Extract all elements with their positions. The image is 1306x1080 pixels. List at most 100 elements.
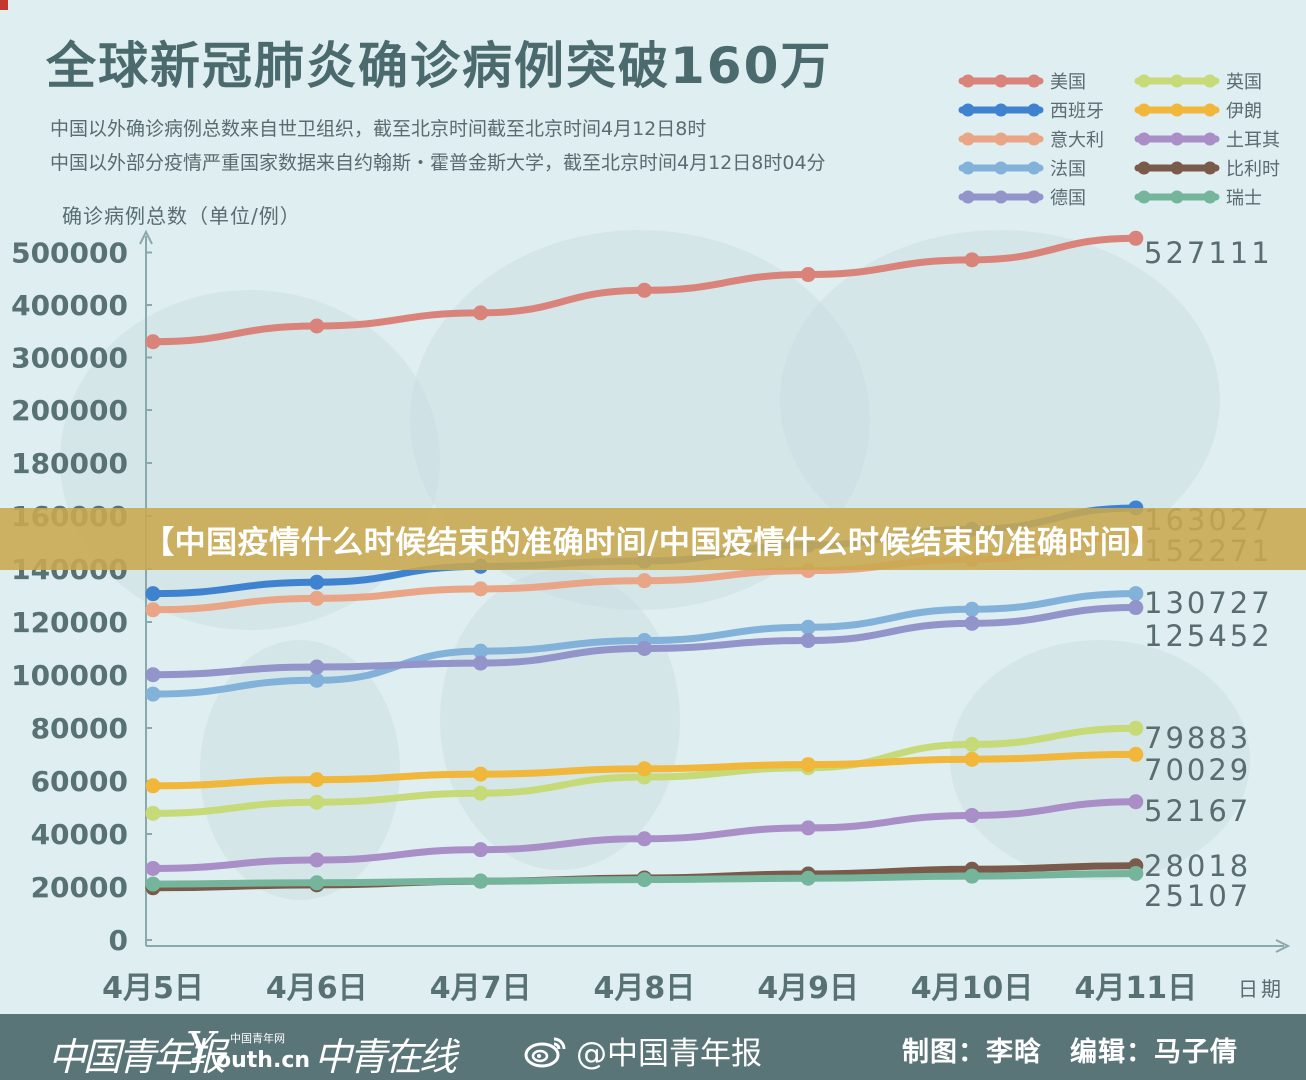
data-point [964, 736, 980, 752]
legend-label: 伊朗 [1226, 101, 1262, 122]
weibo-icon [524, 1037, 566, 1067]
legend-swatch [1134, 103, 1220, 117]
x-axis-arrow [1275, 939, 1291, 953]
data-point [1128, 794, 1144, 810]
y-tick-label: 40000 [31, 818, 128, 851]
legend-dot [1203, 103, 1217, 117]
data-point [309, 772, 325, 788]
legend-dot [994, 190, 1008, 204]
legend-dot [961, 74, 975, 88]
data-point [800, 267, 816, 283]
series-9 [145, 865, 1144, 892]
legend-dot [961, 132, 975, 146]
data-point [309, 794, 325, 810]
data-point [1128, 720, 1144, 736]
data-point [964, 807, 980, 823]
legend-swatch [958, 161, 1044, 175]
legend-dot [1203, 190, 1217, 204]
end-value-label: 28018 [1144, 849, 1251, 883]
data-point [473, 581, 489, 597]
x-tick-label: 4月8日 [594, 971, 696, 1006]
data-point [473, 655, 489, 671]
legend-dot [1137, 161, 1151, 175]
legend-item: 美国 [958, 68, 1086, 94]
data-point [800, 619, 816, 635]
legend-label: 西班牙 [1050, 101, 1104, 122]
overlay-banner: 【中国疫情什么时候结束的准确时间/中国疫情什么时候结束的准确时间】 [0, 508, 1306, 570]
source-note-who: 中国以外确诊病例总数来自世卫组织，截至北京时间截至北京时间4月12日8时 [50, 118, 707, 140]
legend-dot [1027, 190, 1041, 204]
weibo-handle: @中国青年报 [576, 1036, 762, 1072]
series-0 [145, 230, 1144, 350]
series-7 [145, 794, 1144, 876]
data-point [309, 672, 325, 688]
map-landmass-5 [200, 640, 400, 900]
legend-swatch [958, 103, 1044, 117]
data-point [1128, 865, 1144, 881]
legend-dot [994, 161, 1008, 175]
x-tick-label: 4月5日 [102, 971, 204, 1006]
legend-item: 意大利 [958, 126, 1104, 152]
legend-dot [1203, 74, 1217, 88]
legend-dot [961, 190, 975, 204]
legend-item: 土耳其 [1134, 126, 1280, 152]
legend-dot [1203, 161, 1217, 175]
end-value-label: 130727 [1144, 586, 1273, 620]
legend-item: 法国 [958, 155, 1086, 181]
end-value-label: 70029 [1144, 753, 1251, 787]
legend-dot [1137, 190, 1151, 204]
credits: 制图：李晗 编辑：马子倩 [902, 1037, 1238, 1068]
legend-dot [1170, 161, 1184, 175]
data-point [309, 574, 325, 590]
legend-dot [961, 103, 975, 117]
x-tick-label: 4月7日 [430, 971, 532, 1006]
youth-cn-logo: Y 中国青年网 outh.cn [186, 1023, 310, 1074]
legend-label: 法国 [1050, 159, 1086, 180]
legend-swatch [958, 190, 1044, 204]
legend-label: 美国 [1050, 72, 1086, 93]
legend-dot [1203, 132, 1217, 146]
data-point [145, 778, 161, 794]
data-point [145, 667, 161, 683]
legend-item: 伊朗 [1134, 97, 1262, 123]
x-tick-label: 4月11日 [1074, 971, 1197, 1006]
legend-dot [1027, 132, 1041, 146]
legend-dot [1027, 161, 1041, 175]
legend-swatch [958, 74, 1044, 88]
source-note-jhu: 中国以外部分疫情严重国家数据来自约翰斯・霍普金斯大学，截至北京时间4月12日8时… [50, 152, 826, 174]
legend-dot [1170, 190, 1184, 204]
data-point [145, 686, 161, 702]
legend-label: 意大利 [1050, 130, 1104, 151]
youth-cn-top-text: 中国青年网 [230, 1032, 285, 1045]
data-point [473, 785, 489, 801]
legend-label: 比利时 [1226, 159, 1280, 180]
legend-swatch [1134, 132, 1220, 146]
legend-label: 英国 [1226, 72, 1262, 93]
youth-cn-domain: outh.cn [216, 1048, 311, 1073]
banner-text: 【中国疫情什么时候结束的准确时间/中国疫情什么时候结束的准确时间】 [143, 524, 1163, 561]
legend-item: 西班牙 [958, 97, 1104, 123]
legend-dot [994, 132, 1008, 146]
end-value-label: 125452 [1144, 619, 1273, 653]
legend-label: 土耳其 [1226, 130, 1280, 151]
cyol-logo: 中青在线 [314, 1035, 457, 1079]
legend-item: 德国 [958, 184, 1086, 210]
legend-dot [1170, 103, 1184, 117]
y-axis-arrow [139, 229, 153, 245]
footer-bar: 中国青年报 Y 中国青年网 outh.cn 中青在线 @中国青年报 制图：李晗 … [0, 1014, 1306, 1080]
data-point [800, 757, 816, 773]
legend-dot [1170, 74, 1184, 88]
map-landmass-2 [780, 230, 1220, 570]
y-tick-label: 60000 [31, 765, 128, 798]
legend-item: 比利时 [1134, 155, 1280, 181]
youth-y-mark: Y [186, 1023, 216, 1074]
data-point [1128, 230, 1144, 246]
data-point [473, 643, 489, 659]
data-point [473, 766, 489, 782]
y-tick-label: 400000 [11, 289, 128, 322]
data-point [964, 252, 980, 268]
x-tick-label: 4月6日 [266, 971, 368, 1006]
legend-dot [1137, 132, 1151, 146]
cyd-logo: 中国青年报 [48, 1035, 226, 1079]
